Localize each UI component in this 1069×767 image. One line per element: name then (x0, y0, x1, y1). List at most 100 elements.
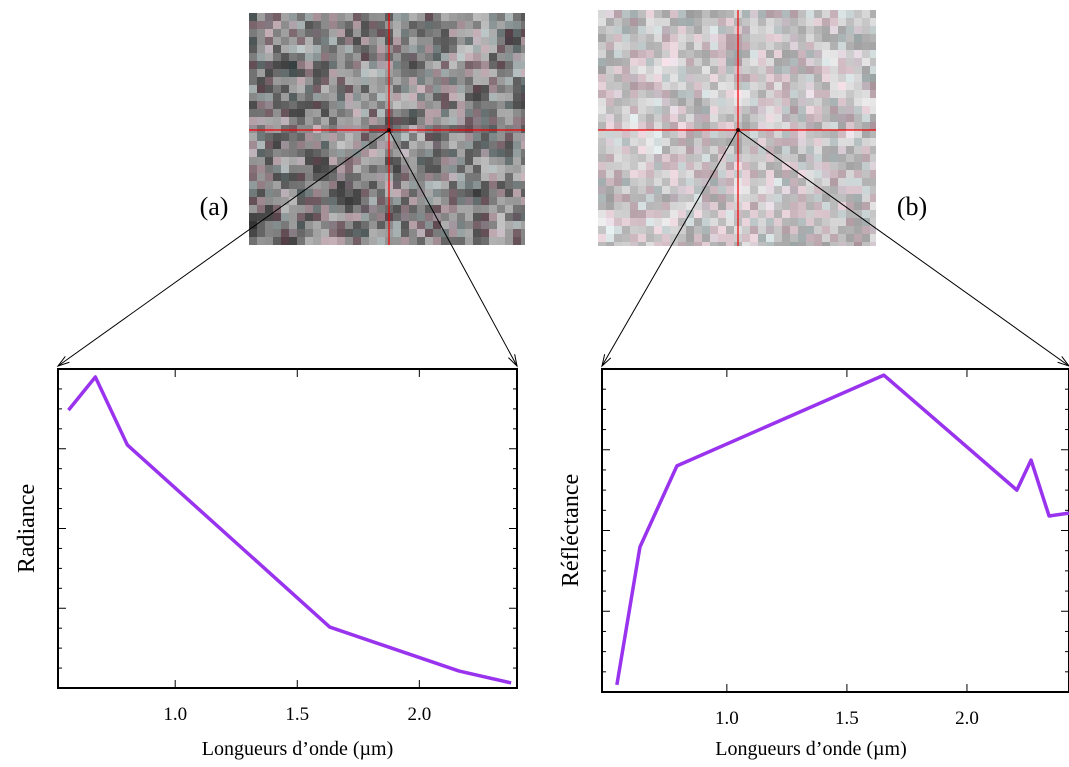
image-pixel (742, 138, 750, 146)
image-pixel (401, 69, 409, 77)
image-pixel (289, 141, 297, 149)
image-pixel (329, 181, 337, 189)
image-pixel (694, 242, 702, 246)
image-pixel (417, 37, 425, 45)
image-pixel (513, 93, 521, 101)
image-pixel (273, 165, 281, 173)
image-pixel (854, 42, 862, 50)
image-pixel (774, 90, 782, 98)
image-pixel (337, 237, 345, 245)
satellite-image (598, 10, 876, 246)
image-pixel (846, 178, 854, 186)
image-pixel (830, 234, 838, 242)
image-pixel (417, 117, 425, 125)
image-pixel (694, 234, 702, 242)
image-pixel (457, 101, 465, 109)
image-pixel (862, 82, 870, 90)
image-pixel (401, 37, 409, 45)
image-pixel (273, 173, 281, 181)
image-pixel (598, 210, 606, 218)
image-pixel (345, 149, 353, 157)
image-pixel (489, 149, 497, 157)
image-pixel (806, 74, 814, 82)
image-pixel (353, 69, 361, 77)
image-pixel (830, 242, 838, 246)
image-pixel (433, 45, 441, 53)
image-pixel (281, 237, 289, 245)
image-pixel (870, 106, 876, 114)
image-pixel (281, 117, 289, 125)
image-pixel (465, 213, 473, 221)
image-pixel (798, 90, 806, 98)
image-pixel (337, 45, 345, 53)
image-pixel (369, 13, 377, 21)
image-pixel (630, 114, 638, 122)
image-pixel (409, 69, 417, 77)
image-pixel (622, 138, 630, 146)
image-pixel (606, 170, 614, 178)
image-pixel (830, 66, 838, 74)
image-pixel (630, 58, 638, 66)
image-pixel (790, 18, 798, 26)
image-pixel (830, 50, 838, 58)
image-pixel (742, 18, 750, 26)
image-pixel (694, 130, 702, 138)
image-pixel (598, 178, 606, 186)
image-pixel (433, 141, 441, 149)
image-pixel (289, 181, 297, 189)
image-pixel (830, 154, 838, 162)
image-pixel (630, 50, 638, 58)
image-pixel (377, 125, 385, 133)
image-pixel (273, 181, 281, 189)
image-pixel (329, 213, 337, 221)
image-pixel (481, 205, 489, 213)
image-pixel (806, 42, 814, 50)
image-pixel (846, 202, 854, 210)
image-pixel (345, 45, 353, 53)
image-pixel (710, 98, 718, 106)
image-pixel (638, 154, 646, 162)
image-pixel (710, 26, 718, 34)
image-pixel (742, 202, 750, 210)
image-pixel (870, 114, 876, 122)
image-pixel (441, 197, 449, 205)
image-pixel (814, 170, 822, 178)
image-pixel (489, 13, 497, 21)
image-pixel (710, 210, 718, 218)
image-pixel (449, 237, 457, 245)
image-pixel (457, 173, 465, 181)
image-pixel (465, 21, 473, 29)
image-pixel (654, 242, 662, 246)
image-pixel (361, 53, 369, 61)
image-pixel (758, 90, 766, 98)
image-pixel (766, 114, 774, 122)
image-pixel (638, 202, 646, 210)
image-pixel (441, 21, 449, 29)
image-pixel (646, 178, 654, 186)
image-pixel (457, 21, 465, 29)
image-pixel (305, 29, 313, 37)
image-pixel (505, 141, 513, 149)
image-pixel (473, 133, 481, 141)
image-pixel (345, 157, 353, 165)
image-pixel (321, 165, 329, 173)
image-pixel (742, 218, 750, 226)
y-axis-label: Réfléctance (558, 474, 584, 587)
image-pixel (273, 13, 281, 21)
image-pixel (361, 237, 369, 245)
image-pixel (694, 162, 702, 170)
image-pixel (425, 37, 433, 45)
image-pixel (257, 133, 265, 141)
image-pixel (505, 117, 513, 125)
image-pixel (814, 82, 822, 90)
image-pixel (257, 157, 265, 165)
image-pixel (862, 98, 870, 106)
image-pixel (313, 45, 321, 53)
image-pixel (862, 186, 870, 194)
image-pixel (425, 141, 433, 149)
image-pixel (606, 242, 614, 246)
image-pixel (622, 34, 630, 42)
image-pixel (513, 205, 521, 213)
image-pixel (654, 82, 662, 90)
image-pixel (670, 34, 678, 42)
